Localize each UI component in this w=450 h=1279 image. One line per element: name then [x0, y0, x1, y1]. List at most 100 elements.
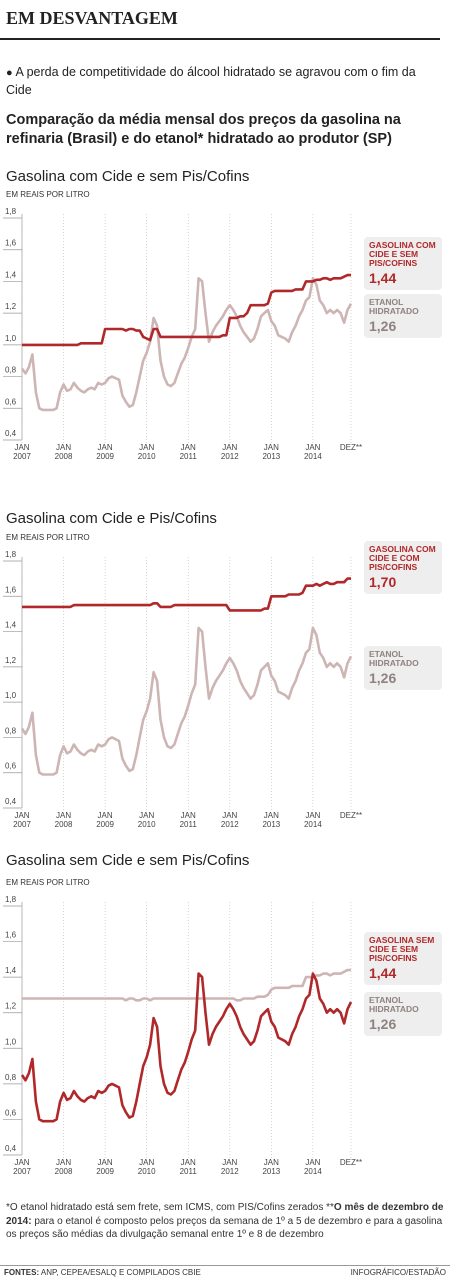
x-tick-label: JAN 2013	[262, 811, 281, 829]
y-tick-label: 1,0	[5, 334, 17, 343]
legend-value: 1,26	[369, 317, 397, 334]
credit: INFOGRÁFICO/ESTADÃO	[350, 1268, 446, 1277]
y-tick-label: 0,4	[5, 1144, 17, 1153]
y-tick-label: 1,2	[5, 302, 17, 311]
y-tick-label: 1,4	[5, 621, 17, 630]
legend-box: ETANOL HIDRATADO 1,26	[364, 646, 442, 691]
plot: 1,8 1,6 1,4 1,2 1,0 0,8 0,6 0,4	[3, 550, 353, 812]
y-tick-label: 1,6	[5, 239, 17, 248]
bullet-text: A perda de competitividade do álcool hid…	[6, 65, 416, 97]
footnote: *O etanol hidratado está sem frete, sem …	[6, 1201, 444, 1242]
line-series	[20, 626, 353, 776]
y-tick-label: 1,6	[5, 931, 17, 940]
y-tick-label: 0,6	[5, 397, 17, 406]
x-tick-label: JAN 2008	[54, 1158, 73, 1176]
x-tick-label: JAN 2009	[96, 443, 114, 461]
y-axis-label: EM REAIS POR LITRO	[6, 533, 90, 542]
sources: FONTES: ANP, CEPEA/ESALQ E COMPILADOS CB…	[4, 1268, 201, 1277]
y-tick-label: 1,0	[5, 1037, 17, 1046]
y-tick-label: 0,6	[5, 762, 17, 771]
y-tick-label: 0,4	[5, 429, 17, 438]
y-tick-label: 0,8	[5, 726, 17, 735]
bullet: ● A perda de competitividade do álcool h…	[6, 65, 416, 97]
y-tick-label: 0,6	[5, 1108, 17, 1117]
legend-name: GASOLINA COM CIDE E SEM PIS/COFINS	[369, 240, 436, 269]
y-tick-label: 1,4	[5, 966, 17, 975]
legend-name: ETANOL HIDRATADO	[369, 995, 419, 1015]
x-tick-label: JAN 2008	[54, 811, 73, 829]
sources-text: ANP, CEPEA/ESALQ E COMPILADOS CBIE	[39, 1268, 201, 1277]
x-tick-label: JAN 2007	[13, 1158, 31, 1176]
note: O mês de dezembro de 2014:	[6, 1202, 444, 1227]
x-tick-label: JAN 2010	[137, 443, 156, 461]
x-tick-label: DEZ**	[339, 811, 363, 820]
line-series	[22, 577, 351, 612]
y-tick-label: 1,2	[5, 656, 17, 665]
chart-title: Gasolina com Cide e Pis/Cofins	[6, 510, 217, 527]
y-tick-label: 1,2	[5, 1002, 17, 1011]
legend-value: 1,26	[369, 670, 397, 687]
chart-title: Gasolina com Cide e sem Pis/Cofins	[6, 168, 250, 185]
x-tick-label: JAN 2011	[179, 1158, 197, 1176]
legend-value: 1,70	[369, 573, 397, 590]
legend-value: 1,44	[369, 965, 397, 982]
line-series	[22, 968, 351, 1002]
x-tick-label: JAN 2007	[13, 811, 31, 829]
legend-box: GASOLINA COM CIDE E SEM PIS/COFINS 1,44	[364, 237, 442, 291]
rule	[0, 38, 440, 40]
x-tick-label: JAN 2010	[137, 1158, 156, 1176]
x-tick-label: JAN 2009	[96, 811, 114, 829]
x-tick-label: JAN 2014	[303, 1158, 322, 1176]
x-tick-label: JAN 2014	[303, 443, 322, 461]
chart: Gasolina com Cide e sem Pis/Cofins EM REA…	[0, 168, 450, 474]
x-tick-label: JAN 2013	[262, 443, 281, 461]
x-tick-label: JAN 2014	[303, 811, 322, 829]
y-tick-label: 1,4	[5, 270, 17, 279]
x-tick-label: JAN 2012	[220, 443, 239, 461]
chart: Gasolina com Cide e Pis/Cofins EM REAIS P…	[0, 510, 450, 842]
x-tick-label: JAN 2010	[137, 811, 156, 829]
legend-box: ETANOL HIDRATADO 1,26	[364, 293, 442, 338]
x-tick-label: DEZ**	[339, 1158, 363, 1167]
legend-value: 1,26	[369, 1016, 397, 1033]
legend-box: GASOLINA SEM CIDE E SEM PIS/COFINS 1,44	[364, 932, 442, 986]
legend-name: GASOLINA COM CIDE E COM PIS/COFINS	[369, 543, 436, 572]
note: *O etanol hidratado está sem frete, sem …	[6, 1202, 334, 1213]
y-axis-label: EM REAIS POR LITRO	[6, 190, 90, 199]
y-tick-label: 1,8	[5, 207, 17, 216]
y-tick-label: 1,8	[5, 895, 17, 904]
note: para o etanol é composto pelos preços da…	[6, 1215, 443, 1241]
chart: Gasolina sem Cide e sem Pis/Cofins EM REA…	[0, 852, 450, 1189]
line-series	[20, 277, 353, 412]
y-tick-label: 0,8	[5, 366, 17, 375]
y-tick-label: 1,8	[5, 550, 17, 559]
legend-box: ETANOL HIDRATADO 1,26	[364, 992, 442, 1037]
y-tick-label: 0,8	[5, 1073, 17, 1082]
legend-name: ETANOL HIDRATADO	[369, 649, 419, 669]
y-tick-label: 0,4	[5, 797, 17, 806]
line-series	[22, 273, 351, 347]
legend-box: GASOLINA COM CIDE E COM PIS/COFINS 1,70	[364, 540, 442, 594]
chart-title: Gasolina sem Cide e sem Pis/Cofins	[6, 852, 250, 869]
x-tick-label: JAN 2009	[96, 1158, 114, 1176]
y-tick-label: 1,0	[5, 691, 17, 700]
rule	[0, 1265, 450, 1266]
x-tick-label: JAN 2007	[13, 443, 31, 461]
x-tick-label: JAN 2011	[179, 443, 197, 461]
plot: 1,8 1,6 1,4 1,2 1,0 0,8 0,6 0,4	[3, 895, 353, 1159]
subtitle: Comparação da média mensal dos preços da…	[6, 112, 401, 147]
y-axis-label: EM REAIS POR LITRO	[6, 878, 90, 887]
x-tick-label: DEZ**	[339, 443, 363, 452]
legend-value: 1,44	[369, 270, 397, 287]
legend-name: ETANOL HIDRATADO	[369, 296, 419, 316]
y-tick-label: 1,6	[5, 585, 17, 594]
sources-label: FONTES:	[4, 1268, 40, 1277]
plot: 1,8 1,6 1,4 1,2 1,0 0,8 0,6 0,4	[3, 207, 353, 444]
x-tick-label: JAN 2011	[179, 811, 197, 829]
legend-name: GASOLINA SEM CIDE E SEM PIS/COFINS	[369, 935, 435, 964]
section-title: EM DESVANTAGEM	[6, 8, 178, 28]
x-tick-label: JAN 2012	[220, 811, 239, 829]
x-tick-label: JAN 2008	[54, 443, 73, 461]
x-tick-label: JAN 2012	[220, 1158, 239, 1176]
